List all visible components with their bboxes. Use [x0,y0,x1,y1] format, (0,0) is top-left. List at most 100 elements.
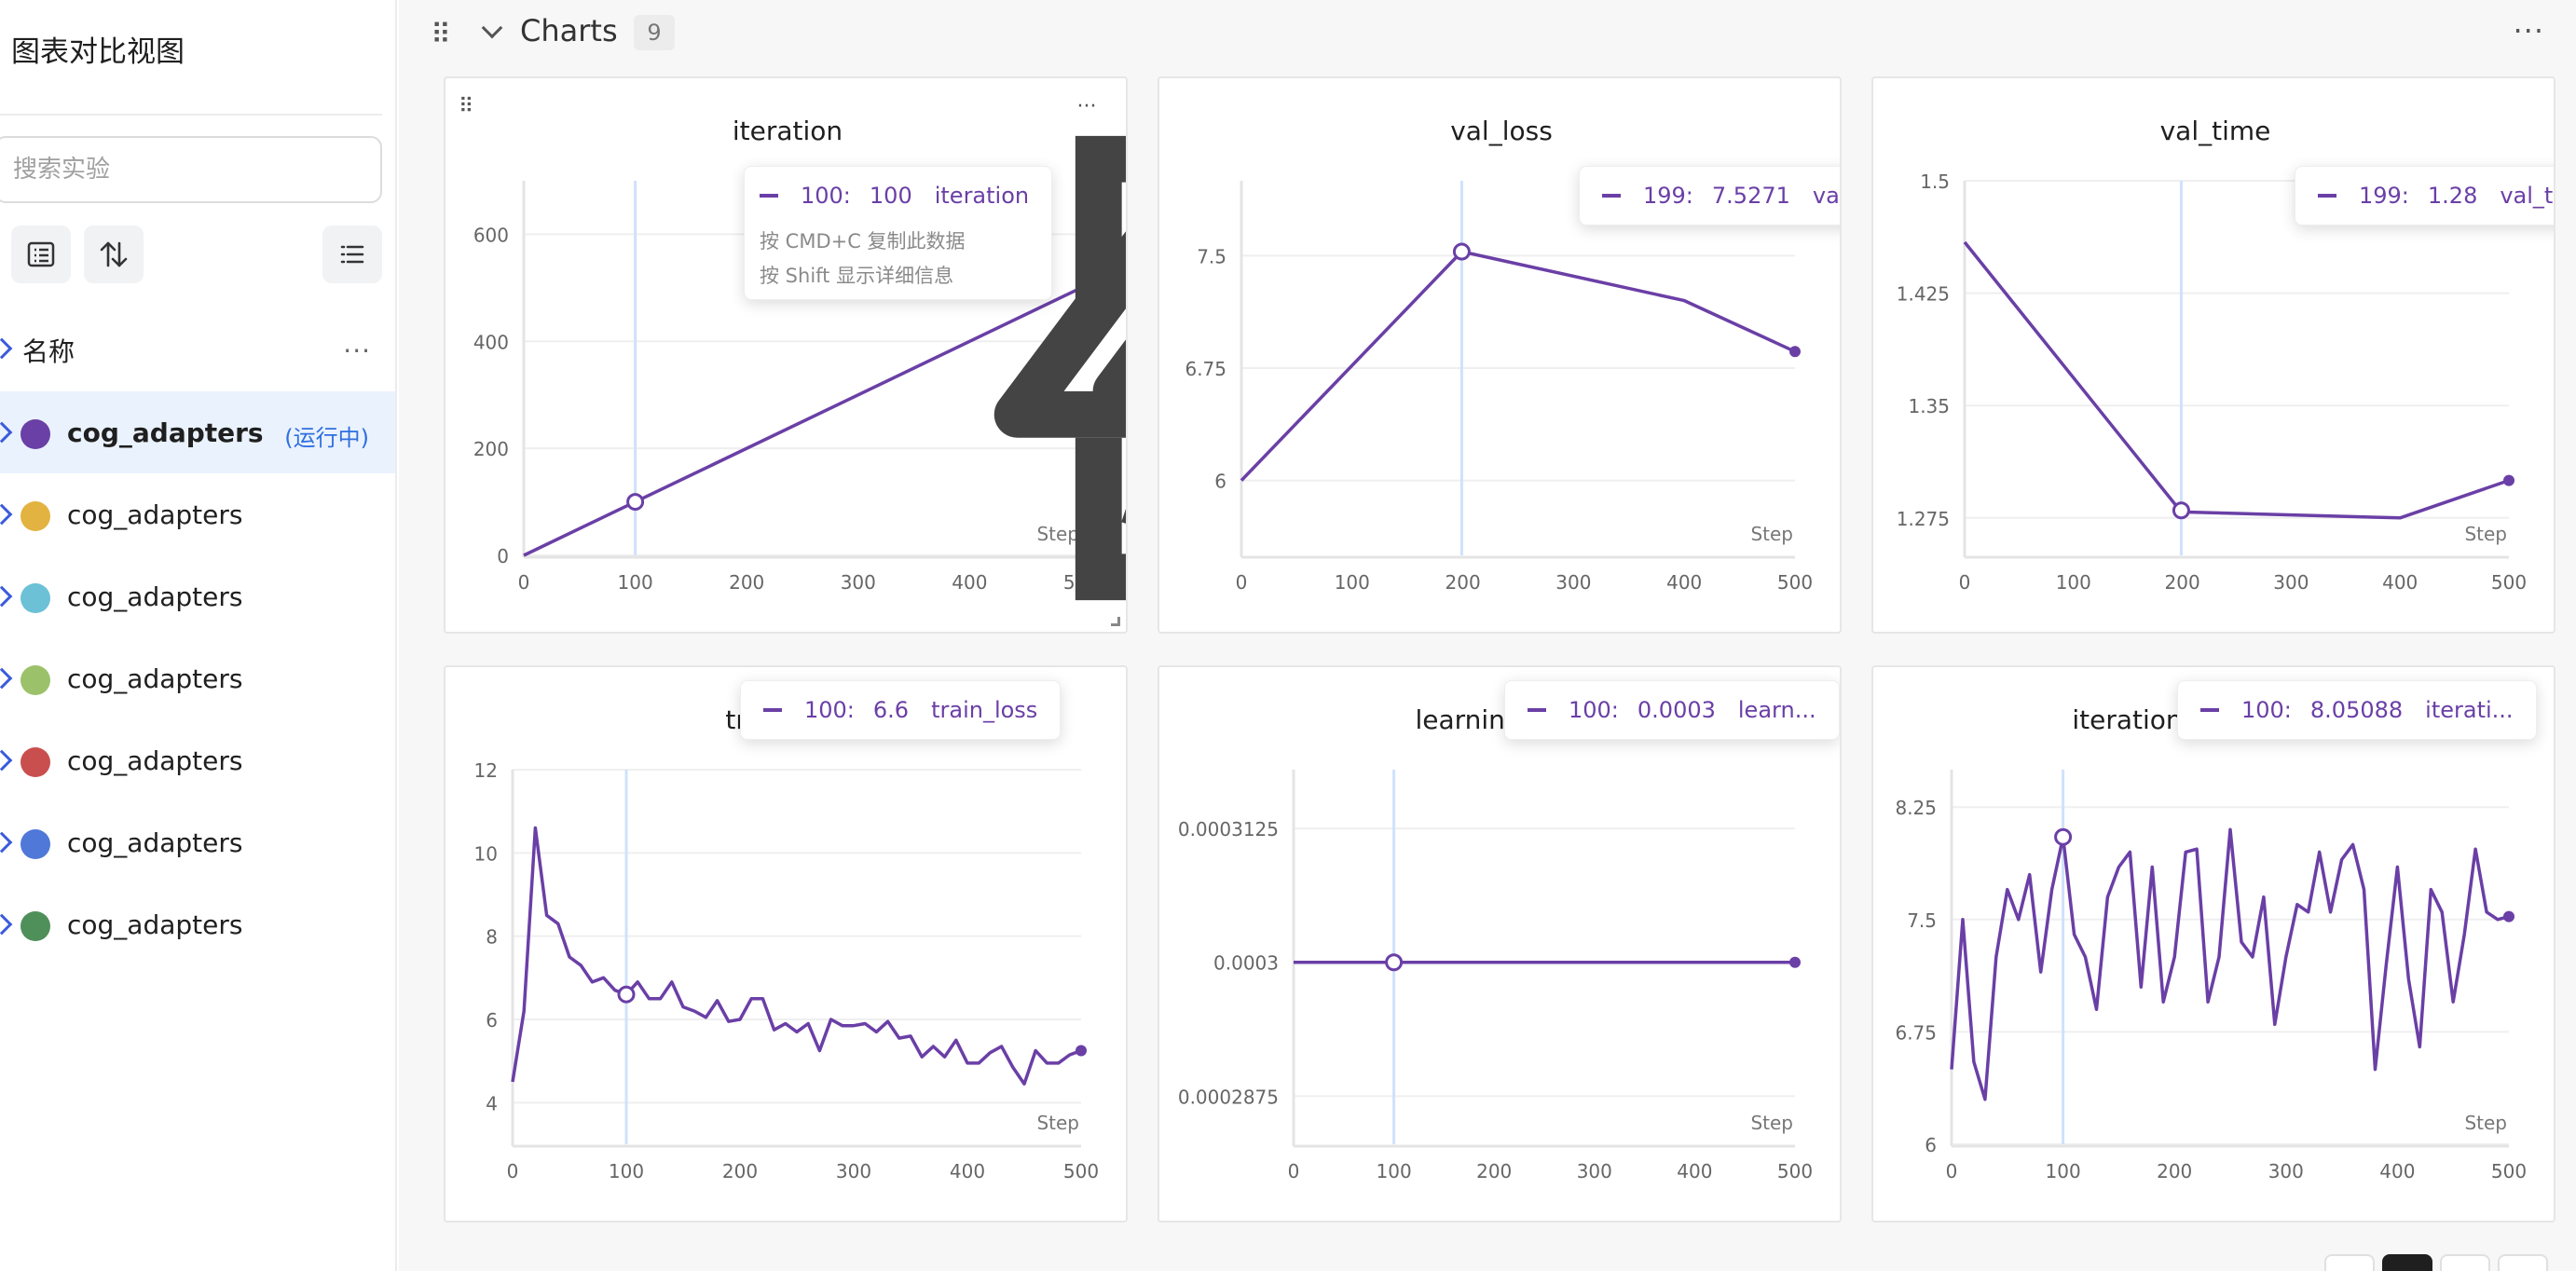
tooltip-step: 199: [2359,183,2409,209]
chart-card[interactable]: 1.275 1.35 1.425 1.5 0 100 200 300 400 500 Step val… [1871,76,2555,634]
x-tick-label: 100 [1335,571,1370,594]
y-tick-label: 6 [1925,1134,1937,1156]
x-tick-label: 200 [1446,571,1481,594]
chevron-icon[interactable] [0,503,13,526]
chart-title: val_time [2159,116,2271,146]
x-tick-label: 0 [507,1160,519,1182]
tooltip-series-name: iterati... [2425,697,2514,723]
run-list-item[interactable]: cog_adapters (运行中) [0,391,395,473]
hover-tooltip: 199: 1.28 val_t... [2295,166,2554,226]
x-axis-label: Step [2464,523,2507,545]
more-icon[interactable]: ··· [1076,94,1097,118]
run-list-item[interactable]: cog_adapters [0,801,395,883]
run-color-dot[interactable] [21,911,50,941]
tooltip-row: 199: 7.5271 val_l... [1602,167,1840,225]
chevron-icon[interactable] [0,749,13,772]
run-color-dot[interactable] [21,583,50,613]
x-tick-label: 200 [2157,1160,2192,1182]
run-list-item[interactable]: cog_adapters [0,637,395,719]
x-tick-label: 300 [1555,571,1591,594]
run-list-item[interactable]: cog_adapters [0,719,395,801]
chart-card[interactable]: 66.757.58.250100200300400500Stepiteratio… [1871,665,2555,1223]
y-tick-label: 0.0003 [1213,952,1279,975]
chart-svg[interactable]: 0.0002875 0.0003 0.0003125 0 100 200 300 400 500… [1159,667,1842,1223]
series-swatch [760,194,778,198]
chevron-icon[interactable] [0,913,13,936]
pin-icon[interactable] [913,89,1126,415]
search-input[interactable] [13,138,367,201]
run-color-dot[interactable] [21,747,50,777]
x-axis-label: Step [1750,1112,1793,1134]
chart-svg[interactable]: 6 6.75 7.5 8.25 0 100 200 300 400 500 Step [1873,667,2555,1223]
drag-handle-icon[interactable]: ⠿ [431,19,451,51]
run-color-dot[interactable] [21,419,50,449]
run-list-item[interactable]: cog_adapters [0,883,395,965]
run-list-item[interactable]: cog_adapters [0,555,395,637]
list-view-button[interactable] [322,226,382,283]
y-tick-label: 1.5 [1920,171,1950,193]
page-last-button[interactable] [2498,1254,2548,1271]
x-tick-label: 200 [2165,571,2200,594]
series-line[interactable] [511,826,1082,1086]
sidebar: 图表对比视图 名称 ··· cog_adapters(运行中)cog_adapt… [0,0,397,1271]
hover-tooltip: 100: 6.6 train_loss [740,680,1062,740]
series-line[interactable] [1950,827,2510,1101]
x-tick-label: 300 [836,1160,871,1182]
chevron-icon[interactable] [0,421,13,444]
page-next-button[interactable] [2440,1254,2490,1271]
y-tick-label: 10 [474,842,498,865]
series-line[interactable] [1963,240,2510,520]
chart-svg[interactable]: 1.275 1.35 1.425 1.5 0 100 200 300 400 500 Step [1873,78,2555,634]
chart-count-badge: 9 [634,15,675,50]
tooltip-hint: 按 Shift 显示详细信息 [760,265,954,287]
drag-handle-icon[interactable]: ⠿ [458,94,474,118]
y-tick-label: 8 [486,926,498,949]
chart-svg[interactable]: 4 6 8 10 12 0 100 200 300 400 500 Step [445,667,1128,1223]
more-icon[interactable]: ··· [343,335,371,366]
gear-icon[interactable] [1018,89,1126,524]
x-tick-label: 100 [609,1160,644,1182]
chart-card[interactable]: 6 6.75 7.5 0 100 200 300 400 500 Step val_loss 199:… [1158,76,1842,634]
chevron-icon[interactable] [0,585,13,608]
x-tick-label: 400 [952,571,987,594]
chevron-down-icon[interactable] [481,17,503,39]
chart-card[interactable]: 0 200 400 600 0 100 200 300 400 500 Step iteration ⠿… [444,76,1128,634]
chart-card[interactable]: 46810120100200300400500Steptrain_loss100… [444,665,1128,1223]
series-line[interactable] [1240,250,1796,482]
tooltip-step: 100: [2241,697,2292,723]
chevron-icon[interactable] [0,337,13,360]
y-tick-label: 6.75 [1895,1021,1937,1044]
sidebar-title: 图表对比视图 [11,35,185,69]
page-current-button[interactable] [2382,1254,2432,1271]
run-list-item[interactable]: cog_adapters [0,473,395,555]
x-tick-label: 400 [1666,571,1702,594]
lightning-icon[interactable] [861,89,1126,438]
x-tick-label: 0 [518,571,530,594]
search-box[interactable] [0,136,382,203]
chevron-icon[interactable] [0,831,13,854]
y-tick-label: 12 [474,759,498,782]
y-tick-label: 6.75 [1185,358,1226,380]
x-tick-label: 200 [1476,1160,1512,1182]
chart-card[interactable]: 0.0002875 0.0003 0.0003125 0 100 200 300 400 500… [1158,665,1842,1223]
tooltip-step: 100: [1569,697,1619,723]
hover-point [1452,242,1471,261]
chart-svg[interactable]: 6 6.75 7.5 0 100 200 300 400 500 Step [1159,78,1842,634]
table-view-button[interactable] [11,226,71,283]
chevron-icon[interactable] [0,667,13,690]
page-prev-button[interactable] [2324,1254,2375,1271]
run-list-header: 名称 ··· [0,326,395,373]
tooltip-series-name: iteration [934,183,1030,209]
more-icon[interactable]: ··· [2513,13,2544,48]
y-tick-label: 1.35 [1908,395,1950,417]
fullscreen-icon[interactable] [966,89,1126,601]
series-end-point [2503,474,2514,486]
x-tick-label: 300 [2273,571,2309,594]
run-color-dot[interactable] [21,501,50,531]
x-tick-label: 0 [1236,571,1248,594]
sort-button[interactable] [84,226,144,283]
resize-handle-icon[interactable] [1111,617,1120,626]
run-color-dot[interactable] [21,829,50,859]
run-color-dot[interactable] [21,665,50,695]
